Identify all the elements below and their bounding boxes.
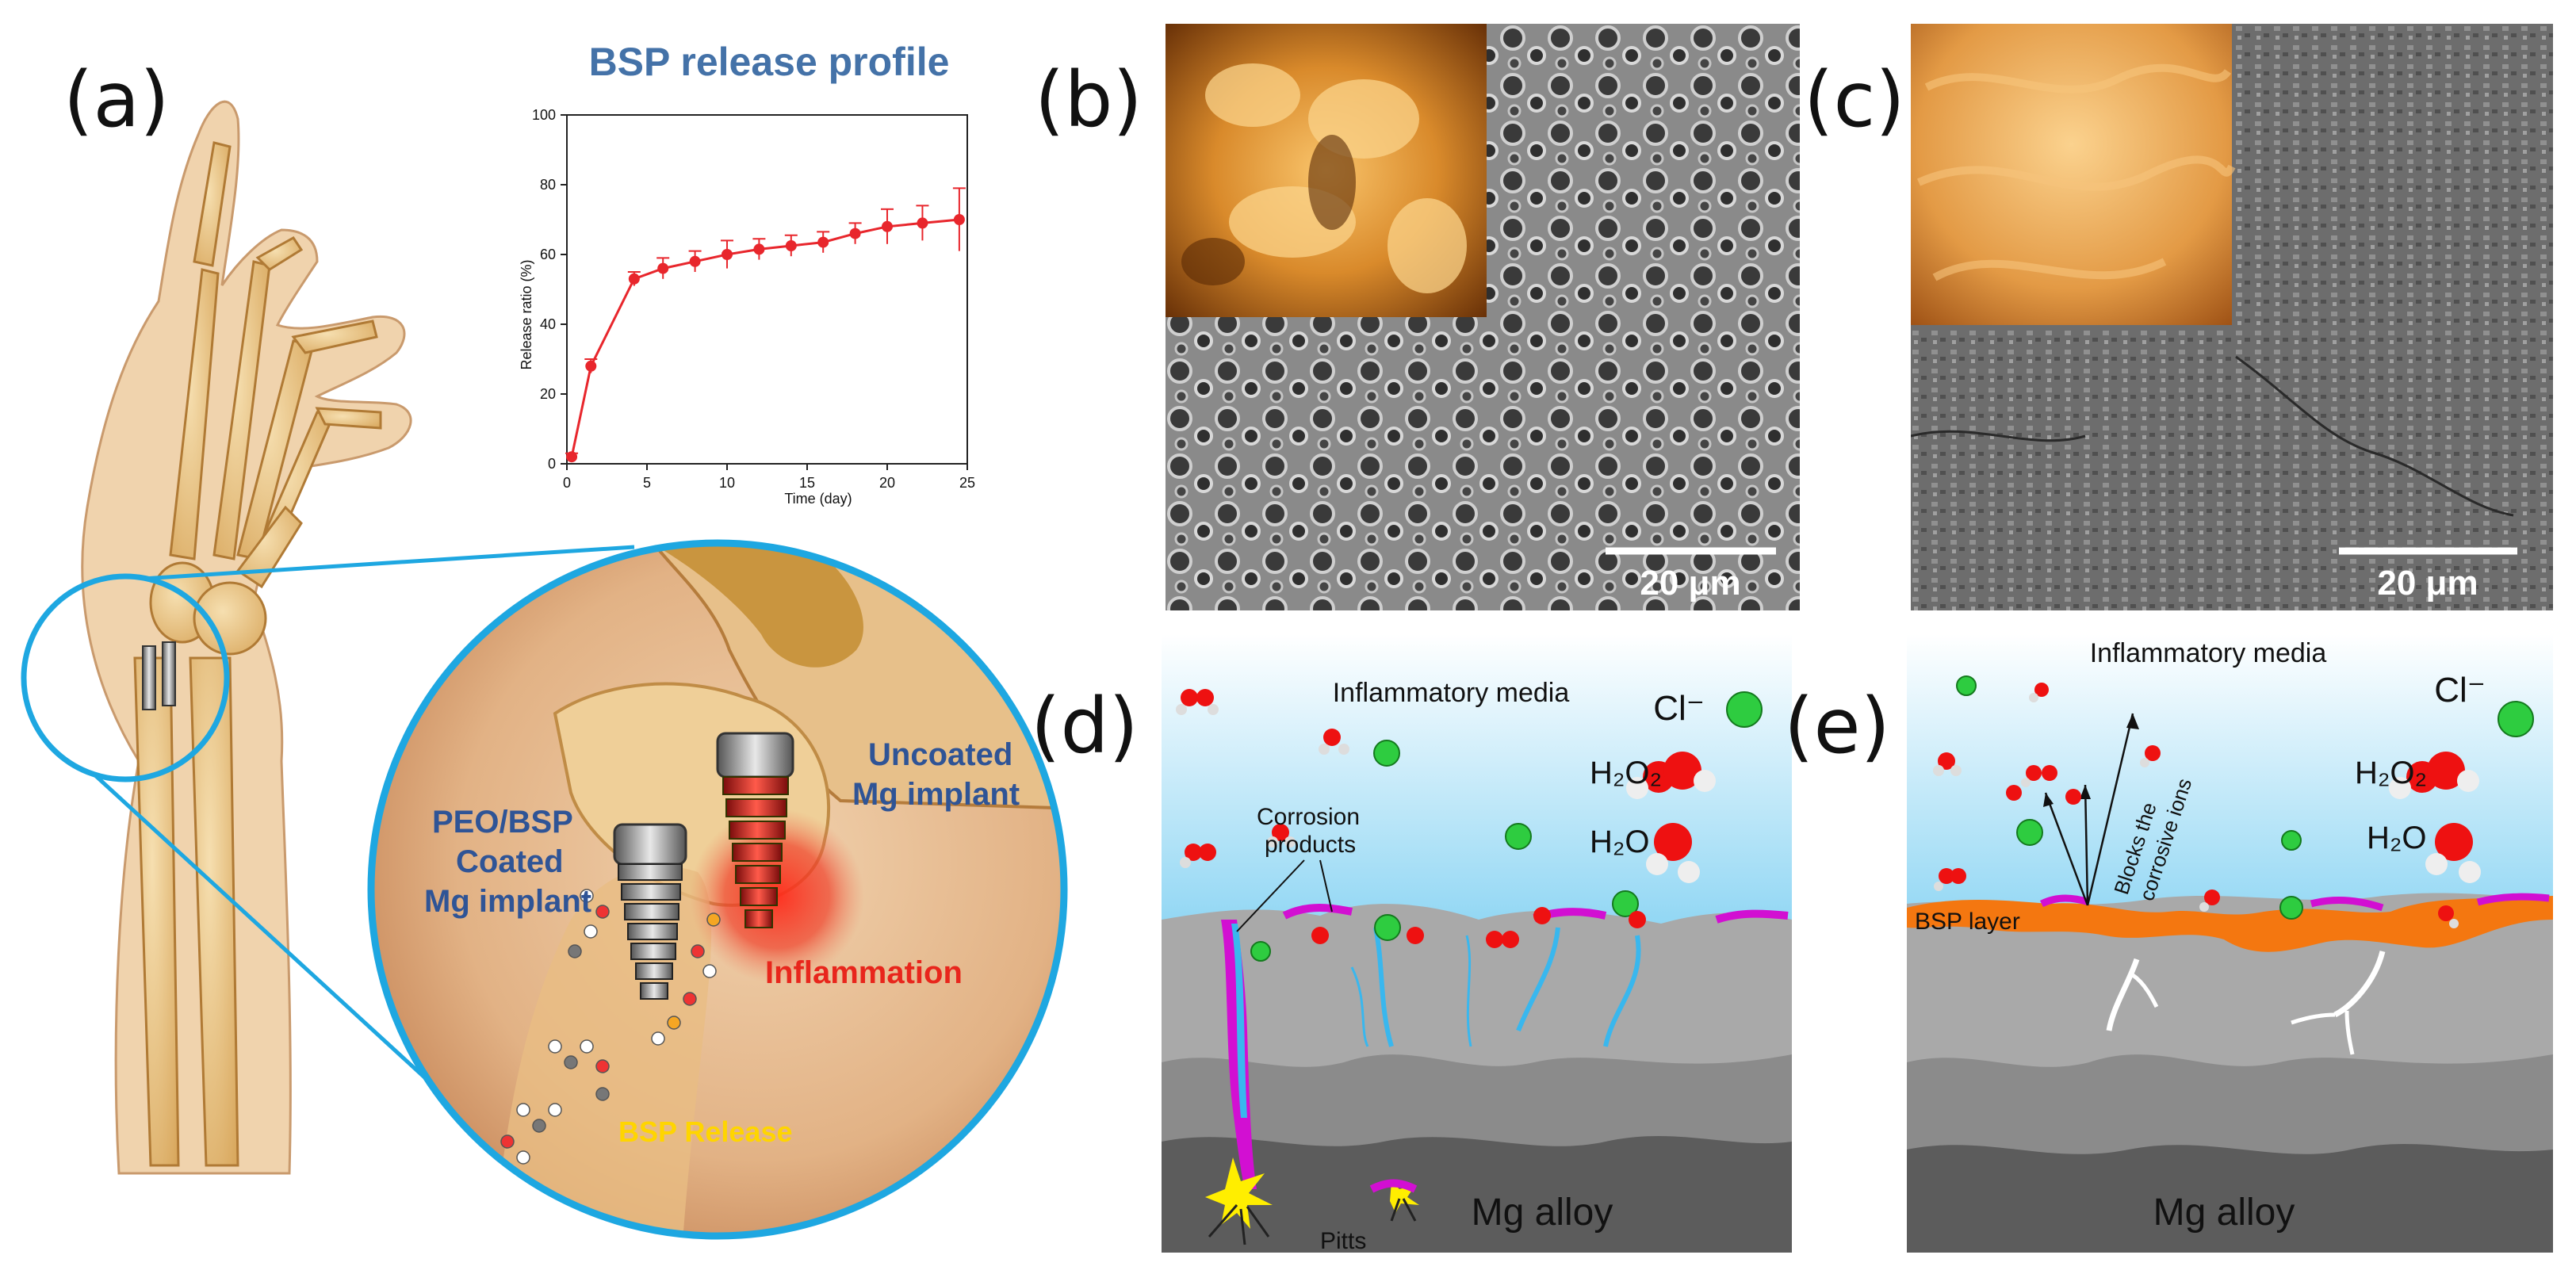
data-point (953, 214, 965, 225)
chloride-label-d: Cl⁻ (1653, 689, 1705, 728)
x-tick-label: 5 (643, 475, 651, 491)
x-tick-label: 15 (799, 475, 815, 491)
chloride-label-e: Cl⁻ (2434, 671, 2486, 710)
x-tick-label: 10 (719, 475, 735, 491)
alloy-label-d: Mg alloy (1472, 1192, 1613, 1234)
alloy-label-e: Mg alloy (2153, 1192, 2295, 1234)
panel-label-d: (d) (1031, 682, 1139, 771)
data-point (722, 249, 733, 260)
h2o-label-e: H₂O (2367, 821, 2427, 855)
corrosion-label-2: products (1265, 832, 1356, 858)
water-molecules-e (1933, 683, 2459, 928)
y-tick-label: 40 (540, 316, 556, 332)
inflammation-label: Inflammation (765, 955, 963, 990)
data-point (657, 262, 669, 274)
corrosion-label-1: Corrosion (1257, 804, 1360, 830)
panel-label-c: (c) (1804, 55, 1905, 144)
bsp-layer-label: BSP layer (1915, 909, 2020, 935)
y-tick-label: 20 (540, 386, 556, 402)
data-point (849, 228, 861, 239)
data-point (566, 451, 578, 463)
chart-ylabel: Release ratio (%) (519, 259, 534, 369)
plot-frame (566, 114, 968, 465)
x-tick-label: 0 (563, 475, 571, 491)
data-point (917, 217, 928, 229)
data-point (628, 273, 640, 285)
release-chart: BSP release profile 0 5 10 15 20 25 0 20 40 60 80 1… (519, 40, 975, 507)
y-tick-label: 80 (540, 177, 556, 193)
uncoated-label-1: Uncoated (868, 737, 1012, 772)
water-molecules-d (1176, 689, 1646, 948)
ion-markers-e (1956, 675, 2534, 920)
ion-markers-d (1250, 691, 1763, 962)
corrosion-diagram-d: Inflammatory media Cl⁻ H₂O₂ H₂O Corrosio… (1162, 634, 1792, 1253)
h2o-label-d: H₂O (1590, 824, 1650, 859)
media-label-e: Inflammatory media (2090, 638, 2327, 668)
data-point (882, 220, 893, 232)
sem-image-b: 20 μm (1166, 24, 1800, 610)
chart-title: BSP release profile (589, 40, 950, 84)
uncoated-label-2: Mg implant (852, 777, 1020, 812)
protection-diagram-e: Inflammatory media Cl⁻ H₂O₂ H₂O BSP laye… (1907, 634, 2553, 1253)
y-tick-label: 100 (532, 107, 556, 123)
pitts-label: Pitts (1320, 1228, 1366, 1253)
panel-label-e: (e) (1784, 682, 1890, 771)
bsp-molecules (500, 889, 721, 1165)
y-tick-label: 0 (548, 456, 556, 472)
h2o2-label-e: H₂O₂ (2355, 756, 2427, 790)
series-line (570, 218, 960, 457)
scale-bar-label-c: 20 μm (2377, 564, 2478, 603)
chart-xlabel: Time (day) (784, 491, 852, 507)
panel-label-b: (b) (1035, 55, 1143, 144)
data-point (689, 255, 701, 267)
data-point (753, 243, 765, 255)
peo-bsp-label-3: Mg implant (424, 884, 591, 919)
media-label-d: Inflammatory media (1333, 678, 1570, 708)
h2o2-label-d: H₂O₂ (1590, 756, 1662, 790)
data-point (585, 360, 597, 372)
bsp-release-label: BSP Release (618, 1115, 792, 1148)
y-tick-label: 60 (540, 247, 556, 262)
x-tick-label: 20 (879, 475, 895, 491)
x-tick-label: 25 (959, 475, 975, 491)
panel-label-a: (a) (63, 55, 170, 144)
data-point (785, 240, 797, 251)
peo-bsp-label-1: PEO/BSP (432, 805, 573, 840)
scale-bar-label-b: 20 μm (1640, 564, 1740, 603)
sem-image-c: 20 μm (1911, 24, 2553, 610)
hand-illustration: PEO/BSP Coated Mg implant Uncoated Mg im… (21, 100, 1068, 1240)
peo-bsp-label-2: Coated (456, 844, 564, 879)
data-point (817, 236, 829, 248)
